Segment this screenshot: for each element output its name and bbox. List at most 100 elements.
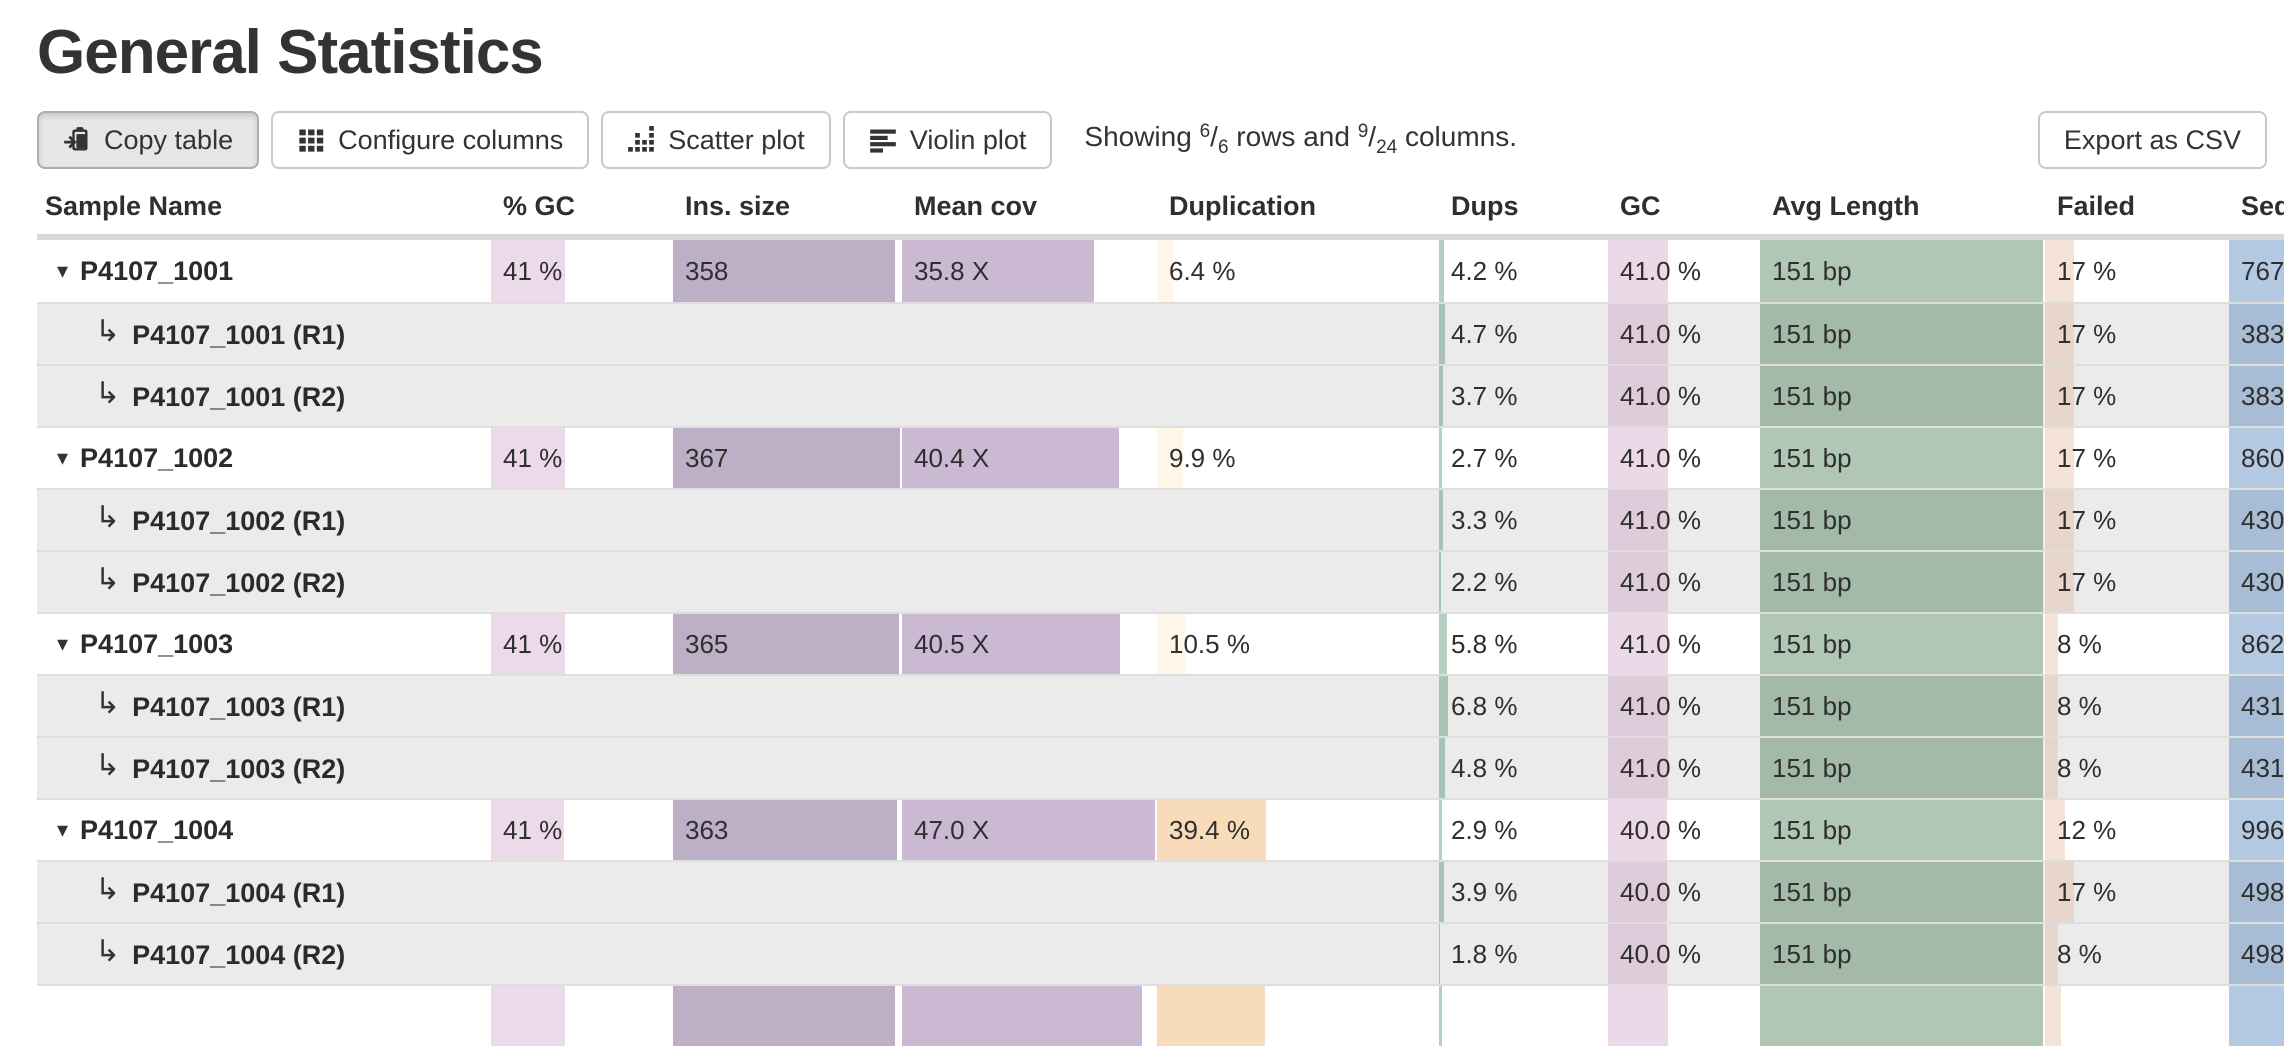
cell-value: 431.4 — [2241, 752, 2284, 783]
cell-value: 41.0 % — [1620, 380, 1701, 411]
sample-name-cell[interactable] — [37, 984, 491, 1046]
column-header-dups[interactable]: Dups — [1439, 185, 1608, 240]
column-header-gc[interactable]: GC — [1608, 185, 1760, 240]
sample-name: P4107_1001 (R2) — [132, 381, 346, 412]
cell-ins_size — [673, 364, 902, 426]
copy-table-label: Copy table — [104, 124, 234, 155]
export-csv-button[interactable]: Export as CSV — [2037, 111, 2267, 169]
collapse-toggle-icon[interactable]: ▾ — [57, 444, 69, 470]
sample-name-cell[interactable]: ↳ P4107_1004 (R2) — [37, 922, 491, 984]
cell-duplication — [1157, 302, 1439, 364]
cell-value: 8 % — [2057, 938, 2102, 969]
rows-shown-count: 6 — [1199, 121, 1211, 142]
cell-mean_cov — [902, 550, 1157, 612]
avg_length-bar — [1760, 924, 2043, 984]
table-row: ▾ P4107_1001 41 % 358 35.8 X 6.4 % 4.2 % 41.0 %… — [37, 240, 2284, 302]
failed-bar — [2045, 862, 2075, 922]
column-header-mean_cov[interactable]: Mean cov — [902, 185, 1157, 240]
cell-avg_length: 151 bp — [1760, 488, 2045, 550]
configure-columns-button[interactable]: Configure columns — [271, 111, 590, 169]
cell-value: 40.5 X — [914, 628, 990, 659]
column-header-gc_pct[interactable]: % GC — [491, 185, 673, 240]
cell-value: 6.8 % — [1451, 690, 1518, 721]
failed-bar — [2045, 490, 2075, 550]
failed-bar — [2045, 552, 2075, 612]
column-header-duplication[interactable]: Duplication — [1157, 185, 1439, 240]
cell-ins_size — [673, 674, 902, 736]
cell-gc_pct: 41 % — [491, 798, 673, 860]
gc-bar — [1608, 862, 1667, 922]
sample-name-cell[interactable]: ↳ P4107_1001 (R1) — [37, 302, 491, 364]
cell-gc: 40.0 % — [1608, 798, 1760, 860]
collapse-toggle-icon[interactable]: ▾ — [57, 816, 69, 842]
cell-value: 4.2 % — [1451, 255, 1518, 286]
cell-dups: 3.7 % — [1439, 364, 1608, 426]
cell-value: 41 % — [503, 442, 563, 473]
sample-name-cell[interactable]: ↳ P4107_1002 (R1) — [37, 488, 491, 550]
cell-avg_length: 151 bp — [1760, 612, 2045, 674]
dups-bar — [1439, 304, 1445, 364]
scatter-plot-button[interactable]: Scatter plot — [601, 111, 831, 169]
cell-seqs: 862.8 — [2229, 612, 2284, 674]
column-header-sample[interactable]: Sample Name — [37, 185, 491, 240]
cell-value: 47.0 X — [914, 814, 990, 845]
sample-name-cell[interactable]: ▾ P4107_1003 — [37, 612, 491, 674]
sample-name-cell[interactable]: ↳ P4107_1004 (R1) — [37, 860, 491, 922]
cell-dups: 3.9 % — [1439, 860, 1608, 922]
cell-failed: 17 % — [2045, 240, 2229, 302]
dups-bar — [1439, 428, 1442, 488]
cell-value: 365 — [685, 628, 729, 659]
subrow-arrow-icon: ↳ — [95, 562, 121, 596]
cell-avg_length: 151 bp — [1760, 550, 2045, 612]
cell-value: 1.8 % — [1451, 938, 1518, 969]
dups-bar — [1439, 862, 1444, 922]
configure-columns-label: Configure columns — [338, 124, 564, 155]
cell-avg_length: 151 bp — [1760, 240, 2045, 302]
cell-duplication: 39.4 % — [1157, 798, 1439, 860]
collapse-toggle-icon[interactable]: ▾ — [57, 257, 69, 283]
sample-name-cell[interactable]: ↳ P4107_1003 (R1) — [37, 674, 491, 736]
cell-ins_size: 367 — [673, 426, 902, 488]
column-header-avg_length[interactable]: Avg Length — [1760, 185, 2045, 240]
cell-value: 151 bp — [1772, 442, 1852, 473]
cols-total-count: 24 — [1376, 137, 1398, 158]
cell-value: 383.6 — [2241, 380, 2284, 411]
cell-avg_length: 151 bp — [1760, 736, 2045, 798]
cell-dups: 1.8 % — [1439, 922, 1608, 984]
dups-bar — [1439, 490, 1443, 550]
cell-gc: 41.0 % — [1608, 302, 1760, 364]
dups-bar — [1439, 614, 1447, 674]
cell-dups: 4.2 % — [1439, 240, 1608, 302]
cell-seqs: 996.3 — [2229, 798, 2284, 860]
cell-ins_size — [673, 860, 902, 922]
sample-name-cell[interactable]: ↳ P4107_1003 (R2) — [37, 736, 491, 798]
cell-value: 8 % — [2057, 690, 2102, 721]
cell-value: 17 % — [2057, 876, 2117, 907]
cell-duplication — [1157, 860, 1439, 922]
column-header-failed[interactable]: Failed — [2045, 185, 2229, 240]
cell-dups: 2.2 % — [1439, 550, 1608, 612]
sample-name-cell[interactable]: ▾ P4107_1002 — [37, 426, 491, 488]
copy-table-button[interactable]: Copy table — [37, 111, 260, 169]
cell-value: 3.3 % — [1451, 504, 1518, 535]
column-header-ins_size[interactable]: Ins. size — [673, 185, 902, 240]
cell-value: 151 bp — [1772, 566, 1852, 597]
sample-name-cell[interactable]: ↳ P4107_1001 (R2) — [37, 364, 491, 426]
duplication-bar — [1157, 800, 1267, 860]
violin-plot-button[interactable]: Violin plot — [842, 111, 1053, 169]
sample-name-cell[interactable]: ↳ P4107_1002 (R2) — [37, 550, 491, 612]
cell-value: 363 — [685, 814, 729, 845]
column-header-seqs[interactable]: Seqs — [2229, 185, 2284, 240]
duplication-bar — [1157, 614, 1185, 674]
cell-value: 996.3 — [2241, 814, 2284, 845]
seqs-bar — [2229, 862, 2284, 922]
collapse-toggle-icon[interactable]: ▾ — [57, 630, 69, 656]
cell-duplication: 9.9 % — [1157, 426, 1439, 488]
sample-name-cell[interactable]: ▾ P4107_1004 — [37, 798, 491, 860]
sample-name: P4107_1004 (R1) — [132, 877, 346, 908]
seqs-bar — [2229, 490, 2284, 550]
sample-name-cell[interactable]: ▾ P4107_1001 — [37, 240, 491, 302]
cell-avg_length: 151 bp — [1760, 674, 2045, 736]
gc-bar — [1608, 304, 1669, 364]
seqs-bar — [2229, 738, 2284, 798]
